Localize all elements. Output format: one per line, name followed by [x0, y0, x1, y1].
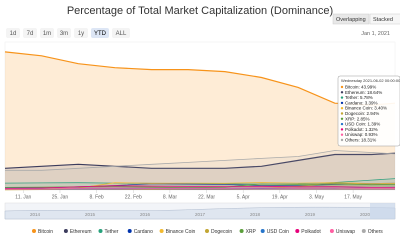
range-button[interactable]	[23, 28, 37, 38]
legend-marker[interactable]	[260, 229, 265, 233]
legend-label[interactable]: Binance Coin	[166, 229, 196, 235]
navigator-label: 2016	[140, 212, 151, 217]
tooltip-marker	[340, 133, 344, 136]
range-button-label[interactable]: ALL	[116, 31, 127, 37]
range-button-label[interactable]: 3m	[60, 31, 68, 37]
tooltip-marker	[340, 107, 344, 110]
series-line	[5, 150, 396, 171]
legend-label[interactable]: Dogecoin	[211, 229, 232, 235]
legend-marker[interactable]	[205, 229, 209, 233]
tooltip-marker	[340, 91, 344, 94]
navigator-label: 2017	[195, 212, 206, 217]
legend-marker[interactable]	[239, 229, 244, 233]
legend-marker[interactable]	[329, 229, 334, 233]
series-line	[4, 185, 395, 189]
legend-marker[interactable]	[127, 229, 132, 233]
tooltip-row: Dogecoin: 2.94%	[345, 111, 379, 116]
legend-marker[interactable]	[295, 229, 300, 233]
mode-button[interactable]	[369, 13, 400, 25]
tooltip-row: Others: 18.31%	[345, 137, 376, 142]
series-line	[4, 152, 396, 169]
tooltip-marker	[340, 101, 344, 105]
x-tick-label: 8. Feb	[90, 194, 104, 200]
tooltip-marker	[340, 122, 344, 126]
area	[5, 51, 395, 191]
area	[5, 153, 395, 190]
range-button[interactable]	[6, 28, 20, 38]
tooltip-row: Uniswap: 0.93%	[345, 132, 378, 137]
tooltip-row: Cardano: 3.39%	[345, 100, 378, 105]
x-tick-label: 8. Mar	[163, 194, 178, 200]
legend-marker[interactable]	[32, 229, 36, 233]
legend-label[interactable]: Ethereum	[70, 229, 92, 235]
range-button-label[interactable]: 1y	[78, 31, 84, 37]
range-button-label[interactable]: 7d	[27, 31, 34, 37]
navigator-label: 2014	[30, 212, 41, 217]
legend-label[interactable]: Others	[368, 229, 384, 235]
legend-marker[interactable]	[63, 229, 68, 233]
range-button[interactable]	[91, 28, 109, 38]
tooltip-row: Ethereum: 18.64%	[345, 90, 382, 95]
navigator-label: 2019	[305, 212, 316, 217]
mode-button[interactable]	[332, 13, 370, 25]
tooltip-marker	[340, 117, 344, 121]
legend-marker[interactable]	[98, 229, 103, 233]
legend-label[interactable]: USD Coin	[267, 229, 289, 235]
tooltip	[337, 75, 400, 147]
area	[5, 185, 395, 190]
tooltip-row: Tether: 5.78%	[345, 95, 373, 100]
navigator-window[interactable]	[370, 203, 395, 219]
x-tick-label: 17. May	[344, 194, 362, 200]
legend-label[interactable]: Bitcoin	[38, 229, 53, 235]
x-tick-label: 5. Apr	[237, 194, 250, 200]
tooltip-row: USD Coin: 1.39%	[345, 122, 380, 127]
navigator-label: 2018	[250, 212, 261, 217]
range-button[interactable]	[40, 28, 54, 38]
legend-label[interactable]: XRP	[246, 229, 257, 235]
series-line	[4, 178, 396, 185]
x-tick-label: 25. Jan	[52, 194, 69, 200]
tooltip-marker	[340, 96, 344, 99]
x-tick-label: 22. Feb	[125, 194, 142, 200]
area	[5, 187, 395, 190]
tooltip-row: Polkadot: 1.32%	[345, 127, 378, 132]
tooltip-row: Bitcoin: 43.99%	[345, 84, 376, 89]
range-button[interactable]	[74, 28, 88, 38]
x-tick-label: 11. Jan	[15, 194, 31, 200]
tooltip-marker	[340, 112, 344, 115]
navigator-shape	[4, 206, 396, 220]
tooltip-title: Wednesday 2021-06-02 00:00:00	[341, 78, 400, 83]
range-button-label[interactable]: YTD	[94, 31, 107, 37]
tooltip-row: XRP: 2.85%	[345, 116, 370, 121]
tooltip-marker	[340, 85, 344, 89]
tooltip-marker	[340, 128, 344, 131]
legend-label[interactable]: Uniswap	[336, 229, 355, 235]
legend-label[interactable]: Polkadot	[301, 229, 321, 235]
area	[5, 150, 395, 190]
x-tick-label: 3. May	[309, 194, 325, 200]
chart-title: Percentage of Total Market Capitalizatio…	[67, 5, 333, 17]
navigator-label: 2020	[360, 212, 371, 217]
range-button[interactable]	[112, 28, 130, 38]
range-button[interactable]	[57, 28, 71, 38]
legend-label[interactable]: Cardano	[134, 229, 153, 235]
x-tick-label: 19. Apr	[272, 194, 288, 200]
legend-label[interactable]: Tether	[105, 229, 119, 235]
navigator-label: 2015	[85, 212, 96, 217]
date-input[interactable]: Jan 1, 2021	[361, 31, 390, 37]
series-line	[4, 187, 395, 190]
mode-button-label[interactable]: Overlapping	[336, 17, 366, 23]
legend-marker[interactable]	[159, 229, 164, 233]
legend-marker[interactable]	[361, 229, 366, 233]
range-button-label[interactable]: 1d	[10, 31, 17, 37]
tooltip-marker	[340, 138, 344, 142]
range-button-label[interactable]: 1m	[43, 31, 51, 37]
tooltip-row: Binance Coin: 3.40%	[345, 106, 387, 111]
x-tick-label: 22. Mar	[198, 194, 215, 200]
mode-button-label[interactable]: Stacked	[373, 17, 393, 23]
